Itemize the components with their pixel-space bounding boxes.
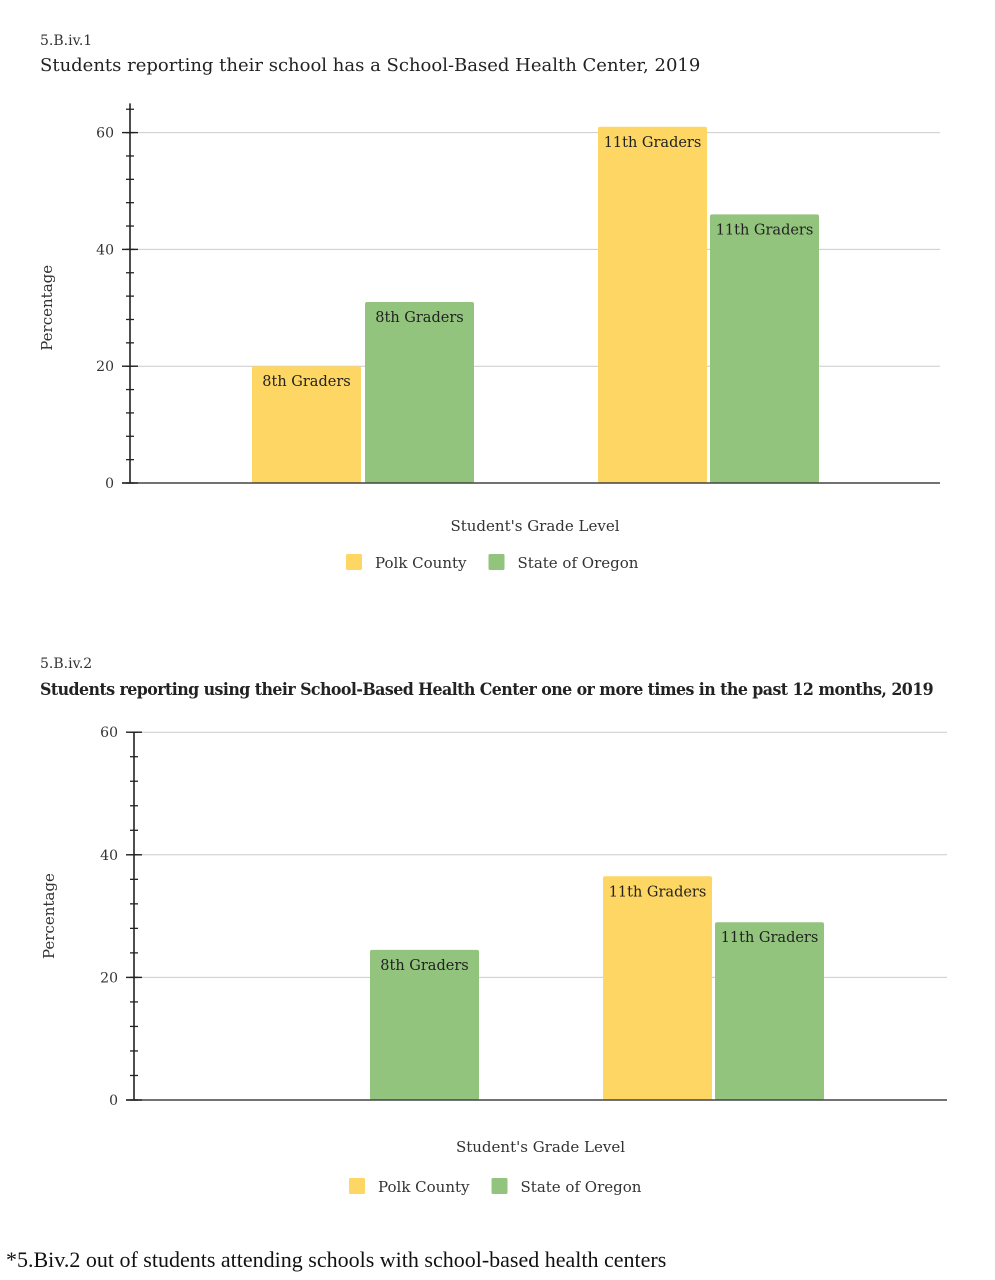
bar xyxy=(603,876,712,1100)
bar-label: 11th Graders xyxy=(604,135,702,151)
footnote: *5.Biv.2 out of students attending schoo… xyxy=(6,1247,667,1272)
legend-label: State of Oregon xyxy=(518,554,639,572)
bar xyxy=(598,126,707,483)
x-axis-title: Student's Grade Level xyxy=(450,517,619,535)
bar-label: 11th Graders xyxy=(721,930,819,946)
legend-label: State of Oregon xyxy=(521,1178,642,1196)
legend-swatch xyxy=(491,1178,508,1194)
y-tick-label: 60 xyxy=(96,126,114,142)
bar xyxy=(365,301,474,483)
y-axis-title: Percentage xyxy=(38,265,56,351)
bar-chart: 8th Graders 11th Graders 8th Graders 11th G… xyxy=(38,103,940,572)
y-tick-label: 20 xyxy=(96,359,114,375)
bar xyxy=(715,922,824,1100)
legend-swatch xyxy=(488,554,505,570)
bar-label: 11th Graders xyxy=(609,884,707,900)
y-tick-label: 40 xyxy=(96,242,114,258)
figure-id: 5.B.iv.1 xyxy=(40,33,93,49)
legend-swatch xyxy=(346,554,362,570)
legend-swatch xyxy=(349,1178,365,1194)
bar-label: 8th Graders xyxy=(380,958,468,974)
y-tick-label: 40 xyxy=(100,848,118,864)
y-tick-label: 60 xyxy=(100,725,118,741)
chart-title: Students reporting their school has a Sc… xyxy=(40,55,701,76)
bar-label: 11th Graders xyxy=(716,222,814,238)
legend-label: Polk County xyxy=(375,554,467,572)
bar-chart: 11th Graders 8th Graders 11th Graders 0 20 40… xyxy=(40,725,947,1196)
bar xyxy=(252,366,361,483)
y-tick-label: 0 xyxy=(105,476,114,492)
legend-label: Polk County xyxy=(378,1178,470,1196)
y-tick-label: 0 xyxy=(109,1093,118,1109)
bar-label: 8th Graders xyxy=(375,310,463,326)
y-axis-title: Percentage xyxy=(40,873,58,959)
bar xyxy=(370,949,479,1100)
bar-label: 8th Graders xyxy=(262,374,350,390)
figure-id: 5.B.iv.2 xyxy=(40,656,93,672)
chart-title: Students reporting using their School-Ba… xyxy=(40,680,934,700)
y-tick-label: 20 xyxy=(100,970,118,986)
x-axis-title: Student's Grade Level xyxy=(456,1138,625,1156)
bar xyxy=(710,214,819,484)
